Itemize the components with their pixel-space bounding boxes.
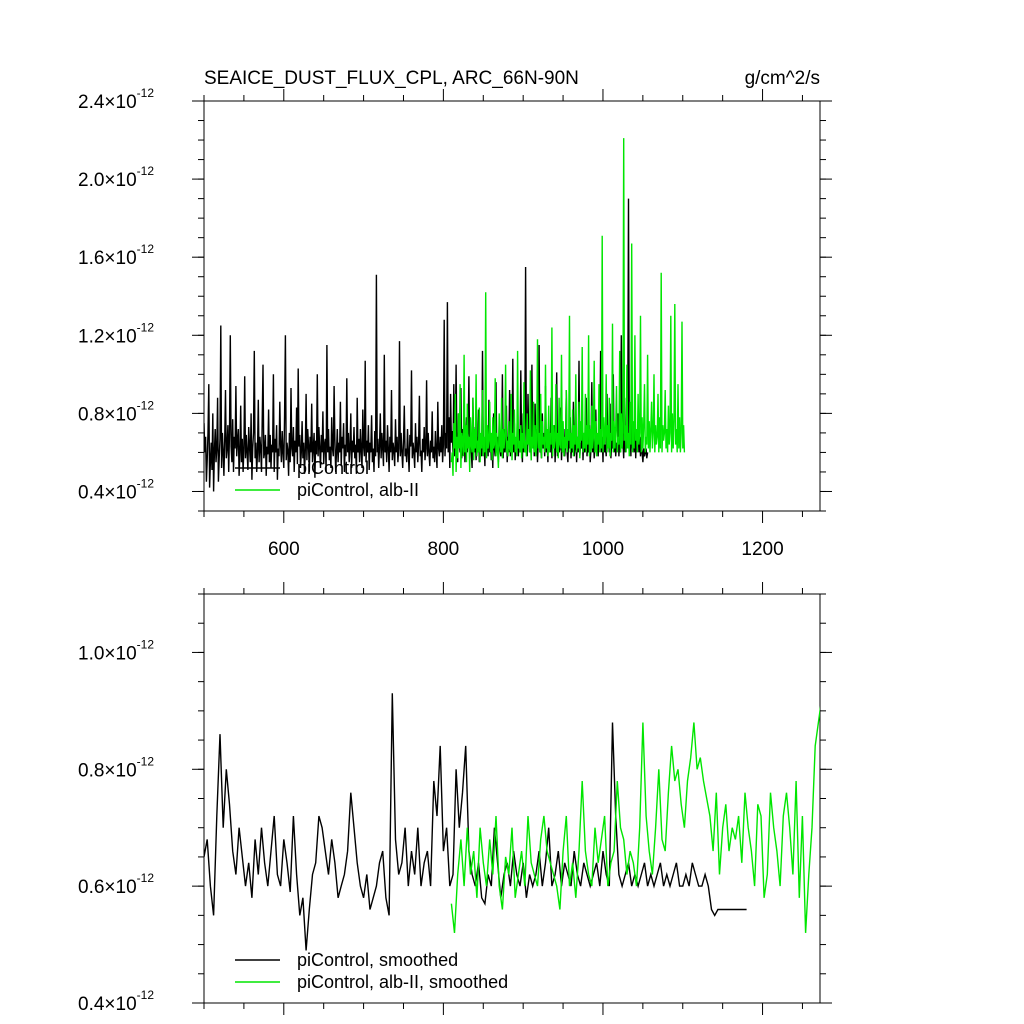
y-tick-label: 0.8×10-12	[78, 398, 154, 425]
plot-frame	[203, 100, 821, 512]
legend-label: piControl	[297, 458, 369, 478]
y-tick-label: 0.4×10-12	[78, 988, 154, 1015]
chart-title: SEAICE_DUST_FLUX_CPL, ARC_66N-90N	[204, 68, 579, 89]
x-tick-label: 800	[428, 539, 460, 560]
legend-label: piControl, alb-II	[297, 480, 419, 500]
y-tick-label: 1.2×10-12	[78, 320, 154, 347]
y-tick-label: 0.8×10-12	[78, 754, 154, 781]
series-line-0	[204, 693, 747, 951]
x-tick-label: 1000	[582, 539, 624, 560]
series-line-1	[450, 138, 686, 476]
units-label: g/cm^2/s	[745, 68, 820, 89]
plot-frame	[203, 593, 821, 1004]
x-tick-label: 600	[268, 539, 300, 560]
y-tick-label: 2.4×10-12	[78, 86, 154, 113]
y-tick-label: 1.0×10-12	[78, 637, 154, 664]
series-line-0	[204, 198, 649, 492]
y-tick-label: 0.4×10-12	[78, 476, 154, 503]
x-tick-label: 1200	[741, 539, 783, 560]
legend-label: piControl, alb-II, smoothed	[297, 972, 508, 992]
y-tick-label: 0.6×10-12	[78, 871, 154, 898]
y-tick-label: 2.0×10-12	[78, 164, 154, 191]
y-tick-label: 1.6×10-12	[78, 242, 154, 269]
plot-top: 600 800 1000 1200 0.4×10-12 0.8×10-12 1.2×10-1…	[78, 86, 832, 560]
legend-label: piControl, smoothed	[297, 950, 458, 970]
plot-bottom: 0.4×10-12 0.6×10-12 0.8×10-12 1.0×10-12 piCo…	[78, 582, 832, 1015]
series-line-1	[450, 705, 820, 933]
